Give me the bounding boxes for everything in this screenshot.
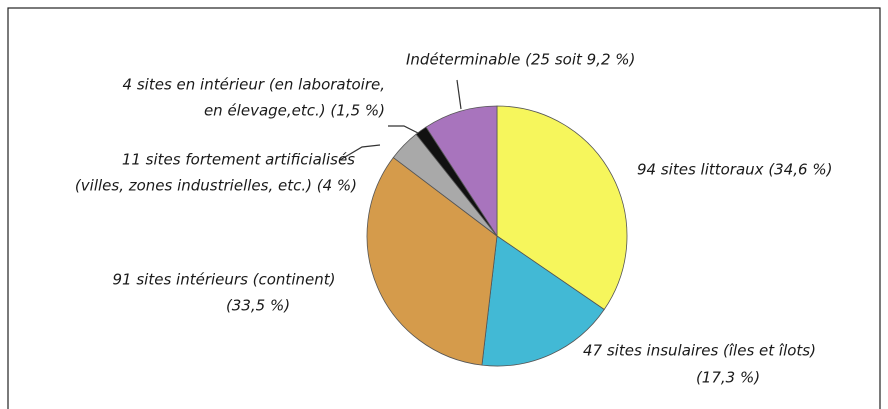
slice-label: 94 sites littoraux (34,6 %) [637,161,832,179]
pie-slice [481,235,605,367]
frame [7,7,881,409]
slice-label: (villes, zones industrielles, etc.) (4 %… [75,177,357,195]
leader-line [456,79,462,110]
slice-label: en élevage,etc.) (1,5 %) [204,102,385,120]
leader-line [339,144,381,161]
leader-lines [339,79,462,161]
leader-line [388,125,421,135]
pie-slice [496,105,628,311]
pie-slice [366,156,498,366]
slice-label: (33,5 %) [226,297,290,315]
slice-label: (17,3 %) [696,369,760,387]
slice-label: Indéterminable (25 soit 9,2 %) [406,51,635,69]
slice-label: 91 sites intérieurs (continent) [113,271,336,289]
slice-label: 4 sites en intérieur (en laboratoire, [123,76,385,94]
pie-slice [425,105,498,238]
slice-label: 47 sites insulaires (îles et îlots) [583,342,816,360]
slice-label: 11 sites fortement artificialisés [122,151,355,169]
